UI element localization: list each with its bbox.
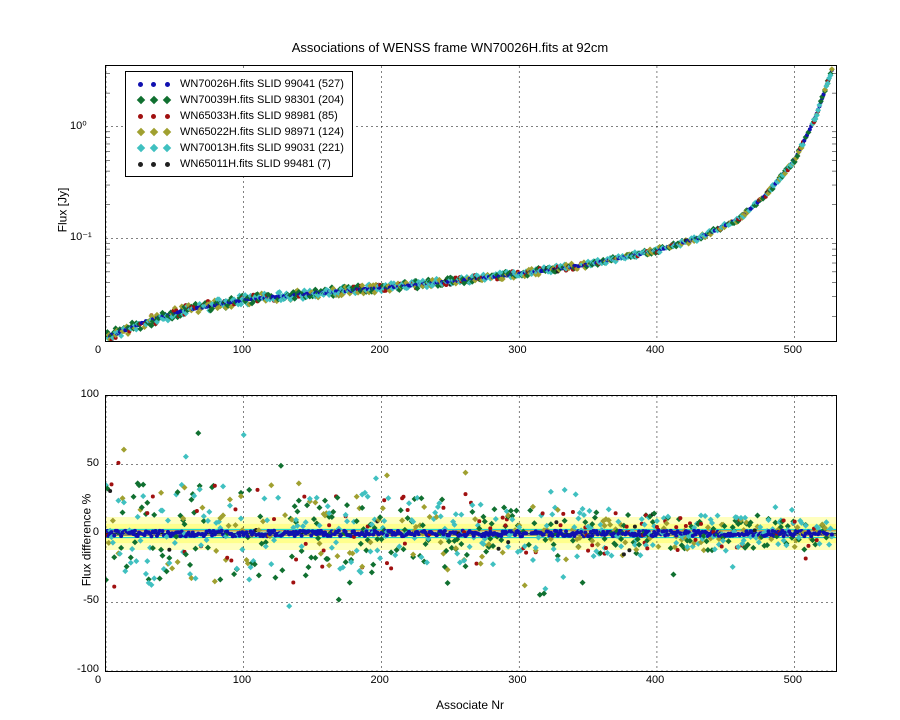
legend-marker xyxy=(134,145,174,151)
legend-label: WN70013H.fits SLID 99031 (221) xyxy=(180,142,344,154)
legend-item: WN65033H.fits SLID 98981 (85) xyxy=(134,108,344,124)
legend-item: WN70013H.fits SLID 99031 (221) xyxy=(134,140,344,156)
legend-marker xyxy=(134,129,174,135)
xtick-label: 400 xyxy=(646,674,664,686)
legend-item: WN70039H.fits SLID 98301 (204) xyxy=(134,92,344,108)
xtick-label: 200 xyxy=(370,674,388,686)
ytick-label: 10⁰ xyxy=(70,119,87,132)
ytick-label: 10⁻¹ xyxy=(70,230,92,243)
top-ylabel: Flux [Jy] xyxy=(55,187,69,232)
xtick-label: 100 xyxy=(233,674,251,686)
chart-title: Associations of WENSS frame WN70026H.fit… xyxy=(0,40,900,55)
ytick-label: -100 xyxy=(77,663,99,675)
legend-marker xyxy=(134,114,174,119)
legend-marker xyxy=(134,162,174,167)
xtick-label: 0 xyxy=(95,344,101,356)
bottom-ylabel: Flux difference % xyxy=(79,493,93,586)
ytick-label: 0 xyxy=(93,526,99,538)
legend-label: WN70039H.fits SLID 98301 (204) xyxy=(180,94,344,106)
legend-label: WN65022H.fits SLID 98971 (124) xyxy=(180,126,344,138)
xtick-label: 400 xyxy=(646,344,664,356)
legend-label: WN70026H.fits SLID 99041 (527) xyxy=(180,78,344,90)
bottom-xlabel: Associate Nr xyxy=(105,698,835,712)
legend-item: WN65011H.fits SLID 99481 (7) xyxy=(134,156,344,172)
xtick-label: 500 xyxy=(784,674,802,686)
legend-item: WN65022H.fits SLID 98971 (124) xyxy=(134,124,344,140)
ytick-label: 100 xyxy=(81,388,99,400)
xtick-label: 0 xyxy=(95,674,101,686)
figure: Associations of WENSS frame WN70026H.fit… xyxy=(0,0,900,720)
legend-label: WN65011H.fits SLID 99481 (7) xyxy=(180,158,331,170)
xtick-label: 200 xyxy=(370,344,388,356)
ytick-label: 50 xyxy=(87,457,99,469)
xtick-label: 300 xyxy=(508,344,526,356)
ytick-label: -50 xyxy=(83,594,99,606)
xtick-label: 500 xyxy=(784,344,802,356)
legend-label: WN65033H.fits SLID 98981 (85) xyxy=(180,110,338,122)
legend-item: WN70026H.fits SLID 99041 (527) xyxy=(134,76,344,92)
bottom-panel xyxy=(105,395,837,672)
legend-marker xyxy=(134,82,174,87)
xtick-label: 300 xyxy=(508,674,526,686)
legend: WN70026H.fits SLID 99041 (527) WN70039H.f… xyxy=(125,71,353,177)
xtick-label: 100 xyxy=(233,344,251,356)
legend-marker xyxy=(134,97,174,103)
